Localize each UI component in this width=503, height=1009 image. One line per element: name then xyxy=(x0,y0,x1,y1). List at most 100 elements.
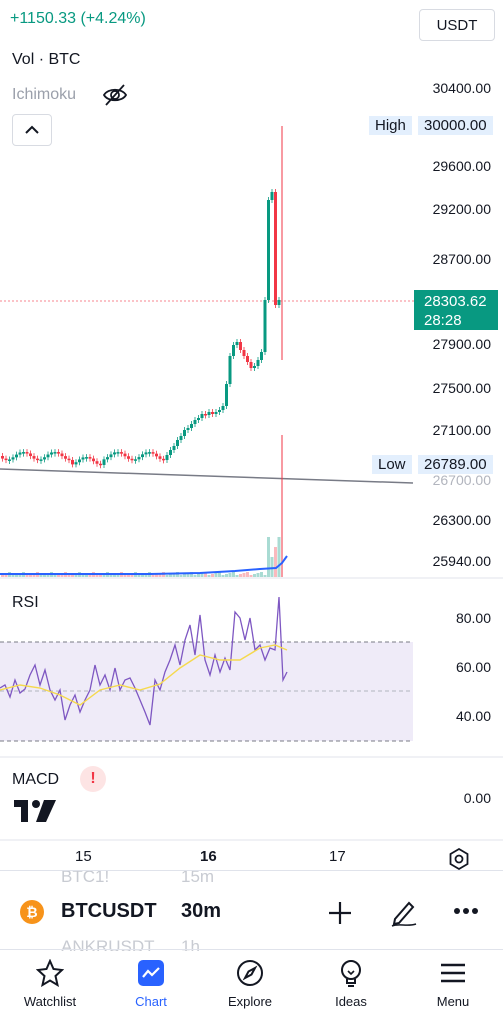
candle-body xyxy=(235,342,239,345)
volume-bar xyxy=(239,574,242,577)
candle-body xyxy=(60,453,64,457)
warning-icon[interactable]: ! xyxy=(80,766,106,792)
candle-body xyxy=(11,457,15,460)
volume-bar xyxy=(235,575,239,577)
candle-body xyxy=(109,454,113,458)
chevron-up-icon xyxy=(25,125,39,134)
drawing-pen-icon[interactable] xyxy=(389,897,419,927)
more-options-icon[interactable] xyxy=(453,907,479,915)
candle-body xyxy=(39,459,43,461)
candle-body xyxy=(260,352,263,360)
candle-body xyxy=(267,200,270,300)
volume-bar xyxy=(221,575,225,577)
volume-bar xyxy=(232,572,235,577)
symbol-picker[interactable]: BTC1! 15m ANKRUSDT 1h xyxy=(0,870,503,951)
ghost-interval: 1h xyxy=(181,937,200,951)
watchlist-star-icon[interactable] xyxy=(35,958,65,988)
candle-body xyxy=(102,459,106,465)
ghost-symbol: BTC1! xyxy=(61,870,110,886)
price-tick: 29600.00 xyxy=(432,158,491,174)
nav-watchlist[interactable]: Watchlist xyxy=(23,994,77,1009)
candlestick-series xyxy=(1,126,283,469)
candle-body xyxy=(36,458,39,461)
rsi-tick: 40.00 xyxy=(455,708,491,724)
plus-icon[interactable] xyxy=(327,900,353,926)
volume-bar xyxy=(179,575,183,577)
time-tick: 15 xyxy=(75,848,92,865)
candle-body xyxy=(242,350,246,356)
candle-body xyxy=(211,412,214,414)
volume-bar xyxy=(186,573,190,577)
price-chart[interactable] xyxy=(0,0,503,870)
volume-bar xyxy=(39,575,43,577)
volume-bar xyxy=(99,574,102,577)
chart-icon[interactable] xyxy=(136,958,166,988)
candle-body xyxy=(232,345,235,356)
symbol-name[interactable]: BTCUSDT xyxy=(61,900,157,922)
price-change: +1150.33 (+4.24%) xyxy=(10,10,146,27)
candle-body xyxy=(130,458,134,461)
settings-icon[interactable] xyxy=(447,847,471,871)
candle-body xyxy=(183,430,186,436)
candle-body xyxy=(162,458,165,461)
candle-body xyxy=(67,458,71,461)
rsi-ma-line xyxy=(0,644,288,706)
candle-body xyxy=(144,452,148,455)
high-value: 30000.00 xyxy=(418,116,493,135)
current-price-tag: 28303.62 28:28 xyxy=(414,290,498,330)
candle-body xyxy=(81,457,85,460)
candle-body xyxy=(172,446,176,450)
explore-compass-icon[interactable] xyxy=(235,958,265,988)
candle-body xyxy=(270,192,274,200)
volume-bar xyxy=(260,572,263,577)
candle-body xyxy=(22,452,25,454)
candle-body xyxy=(165,455,169,460)
candle-body xyxy=(228,356,232,384)
volume-bar xyxy=(15,574,18,577)
candle-body xyxy=(1,456,4,459)
interval-value[interactable]: 30m xyxy=(181,900,222,922)
volume-bar xyxy=(123,575,127,577)
nav-explore[interactable]: Explore xyxy=(227,994,273,1009)
price-tick: 25940.00 xyxy=(432,553,491,569)
price-tick: 27900.00 xyxy=(432,336,491,352)
volume-bar xyxy=(137,575,141,577)
nav-menu[interactable]: Menu xyxy=(436,994,470,1009)
candle-body xyxy=(8,459,11,461)
price-tick: 27500.00 xyxy=(432,380,491,396)
candle-body xyxy=(204,414,207,416)
volume-bar xyxy=(263,575,267,577)
candle-body xyxy=(190,424,193,428)
volume-bar xyxy=(228,573,232,577)
candle-body xyxy=(249,362,253,368)
collapse-legend-button[interactable] xyxy=(12,114,52,146)
candle-body xyxy=(148,452,151,454)
low-label: Low xyxy=(372,455,412,474)
menu-icon[interactable] xyxy=(438,958,468,988)
volume-bar xyxy=(29,574,32,577)
volume-bar xyxy=(85,574,88,577)
ichimoku-legend[interactable]: Ichimoku xyxy=(12,86,77,103)
currency-select[interactable]: USDT xyxy=(419,9,495,41)
rsi-legend[interactable]: RSI xyxy=(12,594,39,611)
candle-body xyxy=(274,192,277,305)
candle-body xyxy=(197,418,200,420)
eye-off-icon[interactable] xyxy=(102,82,128,108)
volume-bar xyxy=(11,575,15,577)
ideas-bulb-icon[interactable] xyxy=(336,958,366,988)
nav-ideas[interactable]: Ideas xyxy=(335,994,367,1009)
ghost-symbol: ANKRUSDT xyxy=(61,937,155,951)
nav-chart[interactable]: Chart xyxy=(135,994,167,1009)
candle-body xyxy=(88,457,92,459)
volume-ma-line xyxy=(0,555,288,575)
volume-legend[interactable]: Vol · BTC xyxy=(12,51,81,68)
volume-bar xyxy=(141,574,144,577)
candle-body xyxy=(74,462,78,465)
volume-bar xyxy=(256,573,260,577)
candle-body xyxy=(246,356,249,362)
volume-bar xyxy=(172,573,176,577)
macd-tick: 0.00 xyxy=(463,790,491,806)
volume-bar xyxy=(67,575,71,577)
candle-body xyxy=(137,457,141,460)
macd-legend[interactable]: MACD xyxy=(12,771,60,788)
